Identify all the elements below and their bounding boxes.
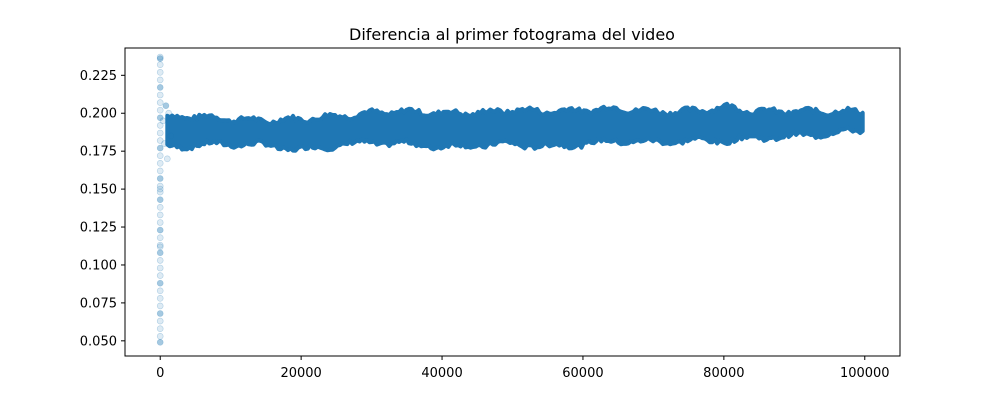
data-point xyxy=(156,76,164,84)
y-tick-label: 0.225 xyxy=(80,69,117,84)
data-point xyxy=(156,69,164,76)
y-tick-label: 0.150 xyxy=(80,183,117,198)
data-point xyxy=(156,99,164,106)
data-point xyxy=(156,196,164,203)
data-point xyxy=(156,264,164,272)
data-point xyxy=(156,338,164,346)
data-band-series-1 xyxy=(165,101,865,153)
data-point xyxy=(164,155,171,163)
y-tick-label: 0.200 xyxy=(80,107,117,122)
chart-title: Diferencia al primer fotograma del video xyxy=(349,25,675,44)
data-point xyxy=(156,160,164,167)
data-point xyxy=(156,219,164,226)
y-tick-label: 0.050 xyxy=(80,334,117,349)
data-point xyxy=(156,325,164,333)
data-point xyxy=(156,129,164,137)
data-point xyxy=(156,226,164,234)
data-point xyxy=(156,182,164,190)
data-point xyxy=(156,106,164,114)
x-tick-label: 80000 xyxy=(703,366,744,381)
data-point xyxy=(156,257,164,264)
data-point xyxy=(167,132,175,140)
data-point xyxy=(156,332,164,340)
data-point xyxy=(156,53,164,61)
data-point xyxy=(156,241,164,249)
data-point xyxy=(156,185,164,193)
data-point xyxy=(156,61,164,68)
data-point xyxy=(156,302,164,310)
data-point xyxy=(156,55,164,62)
x-tick-label: 40000 xyxy=(421,366,462,381)
data-point xyxy=(156,294,164,302)
data-point xyxy=(159,117,167,125)
data-point xyxy=(156,243,164,251)
data-point xyxy=(156,167,164,175)
data-point xyxy=(156,211,164,219)
data-point xyxy=(156,188,164,196)
y-axis: 0.050 0.075 0.100 0.125 0.150 0.175 0.200 0.225 xyxy=(80,69,125,349)
data-point xyxy=(156,152,164,159)
data-point xyxy=(156,114,164,122)
y-tick-label: 0.175 xyxy=(80,145,117,160)
data-point xyxy=(156,122,164,129)
data-point xyxy=(156,234,164,241)
x-tick-label: 100000 xyxy=(840,366,890,381)
data-point xyxy=(165,109,172,117)
y-tick-label: 0.100 xyxy=(80,258,117,273)
data-point xyxy=(156,84,164,91)
data-point xyxy=(161,140,168,147)
data-point xyxy=(156,144,164,152)
x-axis: 0 20000 40000 60000 80000 100000 xyxy=(156,356,890,381)
data-point xyxy=(156,287,164,295)
y-tick-label: 0.075 xyxy=(80,296,117,311)
plot-area xyxy=(156,53,865,346)
data-point xyxy=(162,102,170,109)
data-point xyxy=(156,249,164,257)
data-point xyxy=(156,91,164,99)
data-point xyxy=(156,272,164,279)
data-point xyxy=(156,175,164,182)
data-point xyxy=(156,317,164,325)
data-point xyxy=(156,279,164,287)
data-point xyxy=(156,137,164,144)
data-point xyxy=(156,310,164,317)
x-tick-label: 0 xyxy=(156,366,164,381)
y-tick-label: 0.125 xyxy=(80,221,117,236)
x-tick-label: 60000 xyxy=(562,366,603,381)
plot-frame xyxy=(124,47,901,357)
x-tick-label: 20000 xyxy=(280,366,321,381)
data-point xyxy=(156,204,164,211)
